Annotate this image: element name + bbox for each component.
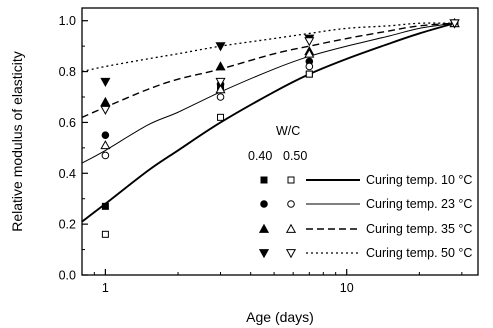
point-series-3-wc050 bbox=[215, 84, 226, 94]
legend-marker-wc050 bbox=[285, 249, 297, 259]
point-series-2-wc050 bbox=[305, 62, 314, 71]
point-series-2-wc050 bbox=[101, 151, 110, 160]
legend-entry-label: Curing temp. 10 °C bbox=[366, 173, 472, 187]
point-series-4-wc040 bbox=[100, 77, 111, 87]
legend-marker-wc050 bbox=[285, 223, 297, 233]
point-series-1-wc050 bbox=[101, 230, 109, 238]
point-series-2-wc050 bbox=[216, 93, 225, 101]
y-tick-label: 0.8 bbox=[59, 65, 76, 79]
legend-entry-label: Curing temp. 50 °C bbox=[366, 246, 472, 260]
x-axis-label: Age (days) bbox=[246, 309, 314, 325]
y-tick-label: 0.4 bbox=[59, 167, 76, 181]
legend-marker-wc040 bbox=[260, 200, 268, 208]
legend: W/C 0.40 0.50 Curing temp. 10 °C Curing t… bbox=[248, 124, 472, 260]
legend-marker-wc040 bbox=[258, 223, 270, 233]
point-series-3-wc050 bbox=[100, 140, 111, 150]
y-tick-label: 0.6 bbox=[59, 116, 76, 130]
x-tick-label: 10 bbox=[340, 281, 354, 295]
legend-column-wc050: 0.50 bbox=[283, 149, 307, 163]
legend-marker-wc040 bbox=[258, 249, 270, 259]
point-series-1-wc050 bbox=[217, 113, 225, 121]
plot-area bbox=[81, 7, 479, 276]
y-tick-label: 1.0 bbox=[59, 14, 76, 28]
y-axis-label: Relative modulus of elasticity bbox=[9, 51, 25, 232]
x-tick-label: 1 bbox=[102, 281, 109, 295]
y-tick-label: 0.2 bbox=[59, 218, 76, 232]
legend-marker-wc050 bbox=[287, 176, 295, 184]
point-series-4-wc050 bbox=[304, 37, 315, 47]
curve-series-2 bbox=[81, 22, 455, 164]
fitted-curves bbox=[81, 22, 455, 223]
axis-ticks: 0.0 0.2 0.4 0.6 0.8 1.0 1 10 bbox=[59, 14, 463, 295]
point-series-3-wc040 bbox=[215, 61, 226, 71]
point-series-3-wc050 bbox=[304, 48, 315, 58]
legend-header: W/C bbox=[276, 124, 300, 138]
point-series-3-wc040 bbox=[100, 96, 111, 106]
point-series-4-wc050 bbox=[449, 19, 460, 29]
point-series-4-wc050 bbox=[215, 77, 226, 87]
point-series-4-wc050 bbox=[100, 105, 111, 115]
point-series-4-wc040 bbox=[215, 42, 226, 52]
curve-series-1 bbox=[81, 22, 455, 223]
legend-column-wc040: 0.40 bbox=[248, 149, 272, 163]
curve-series-3 bbox=[81, 22, 455, 118]
legend-entry-label: Curing temp. 23 °C bbox=[366, 197, 472, 211]
legend-entry-label: Curing temp. 35 °C bbox=[366, 222, 472, 236]
y-tick-label: 0.0 bbox=[59, 269, 76, 283]
point-series-1-wc050 bbox=[305, 70, 313, 78]
legend-marker-wc040 bbox=[260, 176, 268, 184]
point-series-2-wc040 bbox=[101, 131, 110, 139]
plot-border bbox=[81, 7, 479, 276]
data-points bbox=[100, 18, 460, 238]
legend-marker-wc050 bbox=[287, 200, 295, 208]
curve-series-4 bbox=[81, 22, 455, 73]
point-series-1-wc040 bbox=[101, 202, 109, 210]
